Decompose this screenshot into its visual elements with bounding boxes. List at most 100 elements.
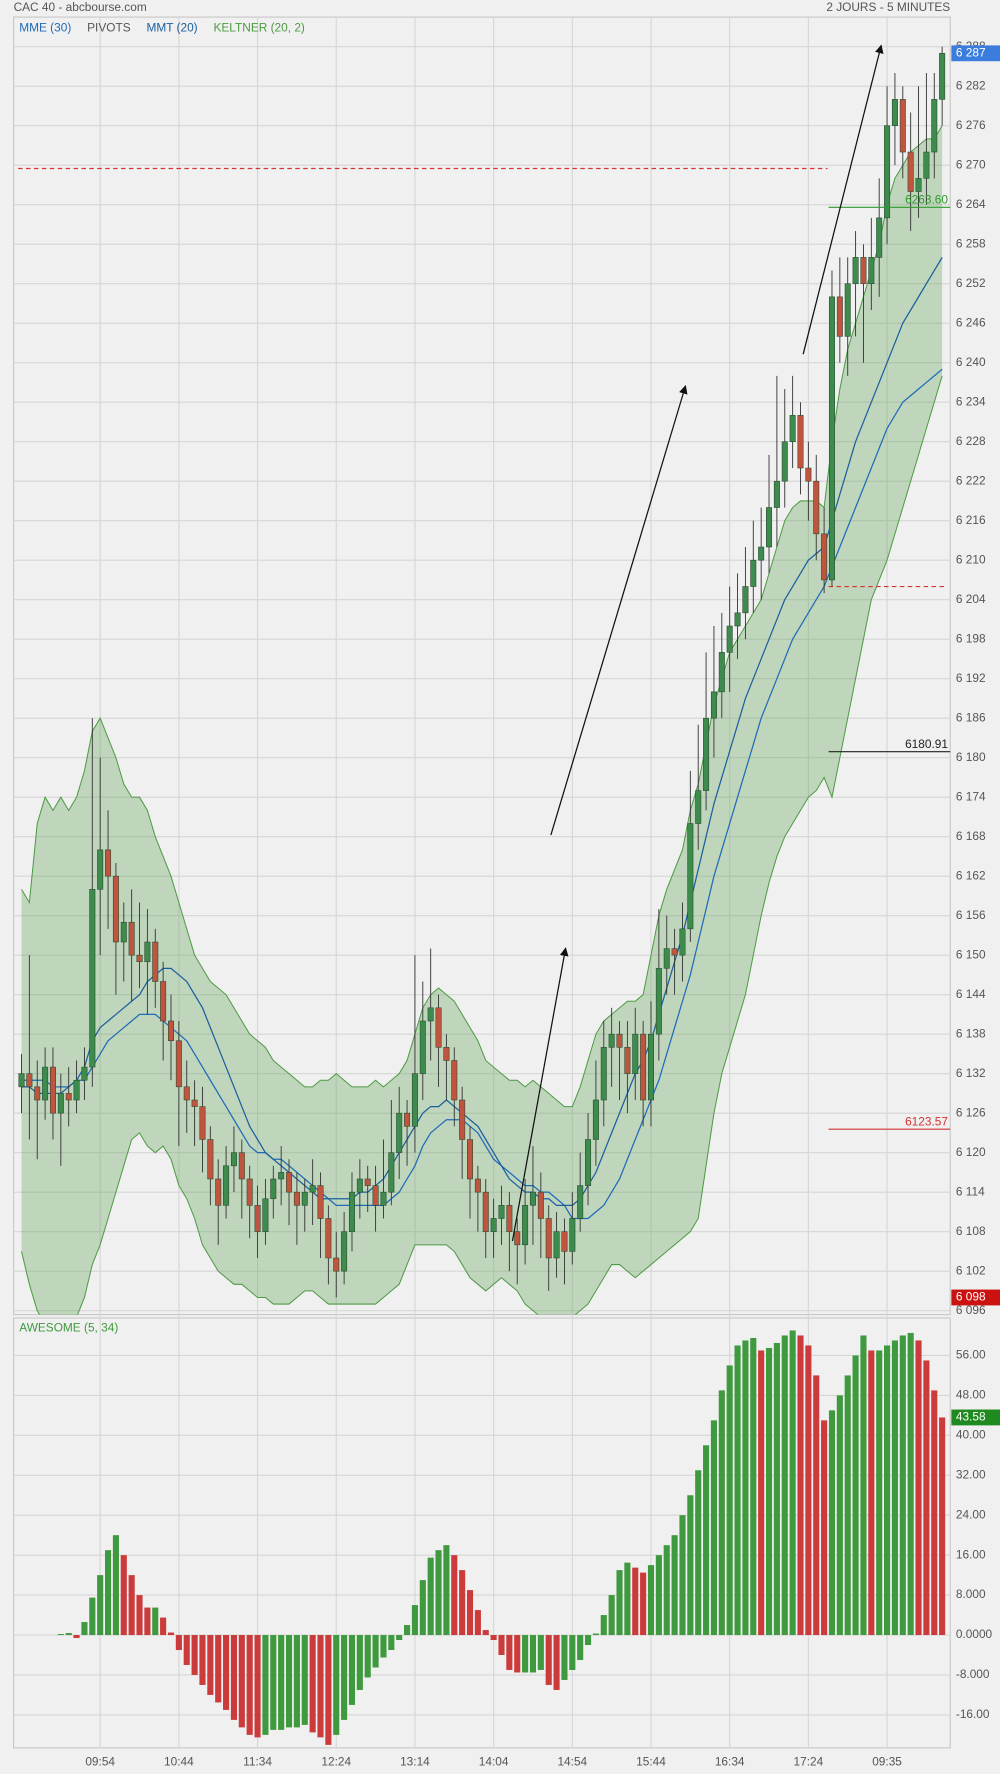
candle-body [246, 1178, 253, 1206]
oscillator-bar [923, 1360, 930, 1636]
candle-body [876, 217, 883, 258]
oscillator-bar [65, 1633, 72, 1636]
oscillator-bar [396, 1635, 403, 1641]
y-tick-label: 6 198 [956, 631, 986, 645]
candle-body [42, 1066, 49, 1101]
candle-body [805, 467, 812, 482]
candle-body [750, 559, 757, 587]
candle-body [726, 625, 733, 653]
oscillator-bar [490, 1635, 497, 1641]
trend-arrow [511, 947, 569, 1242]
candle-body [852, 257, 859, 284]
oscillator-bar [671, 1535, 678, 1636]
candle-body [278, 1172, 285, 1180]
candle-body [490, 1218, 497, 1232]
oscillator-bar [89, 1597, 96, 1636]
x-tick-label: 14:04 [479, 1755, 509, 1769]
candle-body [18, 1073, 25, 1088]
oscillator-bar [443, 1545, 450, 1636]
candle-body [923, 151, 930, 179]
candle-body [325, 1218, 332, 1259]
price-badge [951, 45, 1000, 62]
y-tick-label: 6 252 [956, 276, 986, 290]
oscillator-bar [624, 1562, 631, 1636]
oscillator-bar [561, 1635, 568, 1680]
candle-body [734, 612, 741, 627]
legend-entry: KELTNER (20, 2) [213, 21, 304, 35]
oscillator-bar [152, 1607, 159, 1636]
y-tick-label: 24.00 [956, 1507, 986, 1521]
keltner-fill [21, 125, 943, 1315]
price-plot [18, 46, 946, 1315]
oscillator-bar [215, 1635, 222, 1703]
candle-body [230, 1152, 237, 1167]
plot-layer: 6 096 6 102 6 108 6 114 6 120 6 126 6 132 6 138… [13, 16, 1000, 1769]
oscillator-bar [569, 1635, 576, 1670]
oscillator-bar [301, 1635, 308, 1725]
y-tick-label: 6 240 [956, 355, 986, 369]
oscillator-bar [742, 1340, 749, 1636]
oscillator-bar [695, 1470, 702, 1636]
oscillator-bar [356, 1635, 363, 1690]
candle-body [529, 1191, 536, 1206]
oscillator-bar [868, 1350, 875, 1636]
candle-body [632, 1033, 639, 1074]
candle-body [474, 1178, 481, 1193]
candle-body [600, 1047, 607, 1101]
plot-frame [13, 1317, 951, 1749]
oscillator-bar [317, 1635, 324, 1738]
oscillator-bar [608, 1595, 615, 1636]
y-tick-label: 6 168 [956, 829, 986, 843]
y-tick-label: 6 114 [956, 1184, 985, 1198]
y-tick-label: -8.000 [956, 1667, 990, 1681]
candle-body [687, 823, 694, 930]
oscillator-bar [805, 1345, 812, 1636]
plot-frame [13, 16, 951, 1316]
candle-body [467, 1139, 474, 1180]
candle-body [931, 99, 938, 153]
oscillator-bar [230, 1635, 238, 1720]
candle-body [836, 296, 843, 337]
oscillator-bar [506, 1635, 513, 1670]
candle-body [891, 99, 898, 126]
candle-body [286, 1172, 293, 1193]
y-tick-label: 6 228 [956, 434, 986, 448]
x-tick-label: 15:44 [636, 1755, 666, 1769]
oscillator-bar [852, 1355, 859, 1636]
oscillator-title: AWESOME (5, 34) [19, 1320, 118, 1334]
candle-body [301, 1191, 308, 1206]
candle-body [569, 1218, 576, 1252]
oscillator-bar [348, 1635, 356, 1705]
oscillator-bar [797, 1335, 804, 1636]
oscillator-bar [876, 1350, 883, 1636]
oscillator-bar [466, 1590, 474, 1636]
y-tick-label: 6 144 [956, 987, 986, 1001]
oscillator-bar [112, 1535, 119, 1636]
candle-body [813, 480, 820, 535]
candle-body [427, 1007, 434, 1022]
oscillator-bar [584, 1635, 592, 1646]
candle-body [26, 1073, 33, 1088]
oscillator-bar [175, 1635, 182, 1651]
oscillator-bar [734, 1345, 741, 1636]
candle-body [223, 1165, 230, 1206]
candle-body [238, 1152, 245, 1180]
oscillator-bar [451, 1555, 458, 1636]
candle-body [884, 125, 891, 219]
candle-body [97, 849, 104, 890]
oscillator-bar [915, 1340, 922, 1636]
oscillator-bar [545, 1635, 552, 1685]
y-tick-label: 6 210 [956, 552, 986, 566]
candle-body [89, 889, 96, 1068]
candle-body [34, 1086, 41, 1101]
candle-body [65, 1093, 72, 1101]
candle-body [459, 1099, 466, 1140]
oscillator-bar [372, 1635, 379, 1668]
candle-body [333, 1257, 340, 1272]
y-tick-label: 6 102 [956, 1263, 986, 1277]
candle-body [160, 981, 167, 1022]
oscillator-bar [309, 1635, 316, 1733]
candle-body [710, 691, 717, 719]
candle-body [81, 1066, 88, 1081]
oscillator-bar [773, 1342, 780, 1636]
